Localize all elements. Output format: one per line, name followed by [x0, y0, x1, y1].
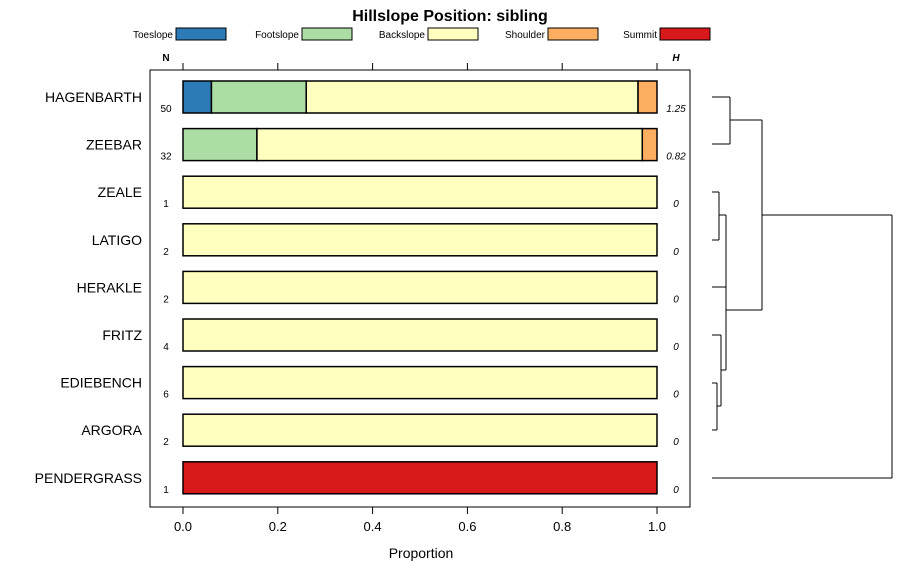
bar-segment-summit [182, 461, 658, 495]
x-tick-label: 0.4 [364, 519, 382, 534]
plot-panel [149, 69, 691, 508]
category-label: EDIEBENCH [60, 375, 142, 391]
bar-segment-backslope [305, 80, 639, 114]
legend-label: Shoulder [505, 30, 546, 41]
chart-title: Hillslope Position: sibling [352, 8, 548, 25]
n-value: 1 [163, 199, 169, 210]
category-label: ZEALE [98, 184, 142, 200]
bar-segment-footslope [210, 80, 307, 114]
h-value: 0.82 [666, 152, 686, 163]
x-tick-label: 0.6 [458, 519, 476, 534]
category-label: ZEEBAR [86, 137, 142, 153]
h-value: 0 [673, 485, 679, 496]
n-value: 6 [163, 390, 169, 401]
h-value: 1.25 [666, 104, 686, 115]
x-tick-label: 0.8 [553, 519, 571, 534]
n-value: 2 [163, 247, 169, 258]
h-value: 0 [673, 437, 679, 448]
bar-segment-backslope [182, 318, 658, 352]
n-value: 2 [163, 294, 169, 305]
legend-label: Toeslope [133, 30, 173, 41]
h-value: 0 [673, 390, 679, 401]
h-value: 0 [673, 247, 679, 258]
bar-segment-toeslope [182, 80, 213, 114]
bar-segment-footslope [182, 127, 258, 162]
category-label: HERAKLE [77, 279, 142, 295]
x-axis-label: Proportion [389, 545, 454, 561]
n-value: 2 [163, 437, 169, 448]
n-header: N [162, 53, 169, 64]
category-label: FRITZ [102, 327, 142, 343]
bar-segment-backslope [182, 365, 658, 400]
legend-swatch [547, 27, 599, 41]
legend-swatch [427, 27, 479, 41]
n-value: 50 [160, 104, 172, 115]
x-tick-label: 0.2 [269, 519, 287, 534]
legend-swatch [301, 27, 353, 41]
bar-segment-backslope [182, 270, 658, 305]
legend-swatch [659, 27, 711, 41]
bar-segment-shoulder [641, 127, 658, 162]
h-header: H [672, 53, 680, 64]
bar-segment-shoulder [637, 80, 658, 114]
legend-label: Backslope [379, 30, 426, 41]
category-label: PENDERGRASS [35, 470, 142, 486]
bar-segment-backslope [182, 175, 658, 209]
legend-swatch [175, 27, 227, 41]
n-value: 1 [163, 485, 169, 496]
category-label: LATIGO [92, 232, 142, 248]
legend-label: Summit [623, 30, 657, 41]
h-value: 0 [673, 199, 679, 210]
bar-segment-backslope [182, 223, 658, 257]
bar-segment-backslope [182, 413, 658, 447]
x-tick-label: 1.0 [648, 519, 666, 534]
x-tick-label: 0.0 [174, 519, 192, 534]
h-value: 0 [673, 294, 679, 305]
category-label: HAGENBARTH [45, 89, 142, 105]
category-label: ARGORA [81, 422, 142, 438]
n-value: 4 [163, 342, 169, 353]
legend-label: Footslope [255, 30, 299, 41]
n-value: 32 [160, 152, 172, 163]
bar-segment-backslope [256, 127, 644, 162]
h-value: 0 [673, 342, 679, 353]
